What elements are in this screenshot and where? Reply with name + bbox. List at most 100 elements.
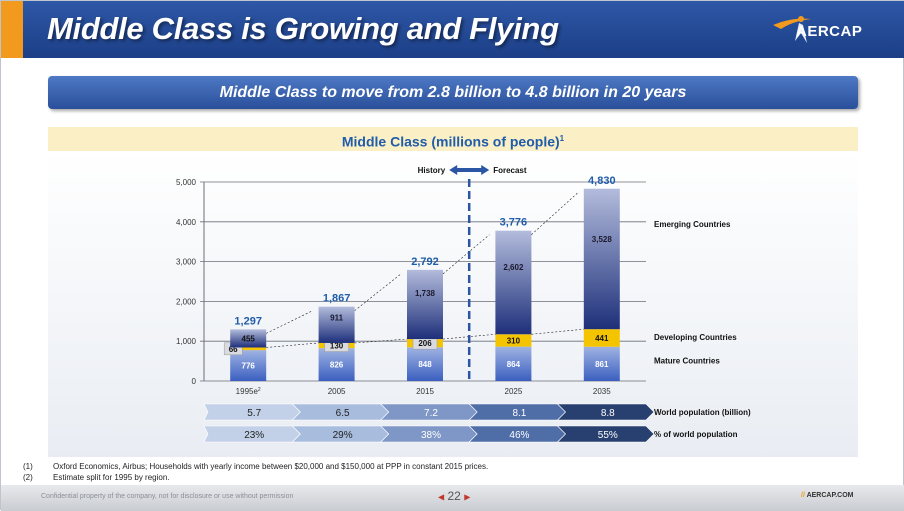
chart-header: Middle Class (millions of people)1: [48, 127, 858, 151]
bar-developing-countries-0: [230, 347, 267, 351]
row-value: 6.5: [336, 408, 350, 419]
x-tick-label: 2035: [593, 387, 611, 396]
data-label-mature: 776: [242, 362, 256, 371]
data-label-emerging: 455: [242, 334, 256, 343]
bar-mature-countries-1: [318, 348, 355, 381]
trend-line: [531, 192, 579, 235]
footnote-1-num: (1): [23, 462, 33, 471]
chart-title-footnote: 1: [559, 134, 565, 143]
row-value: 23%: [244, 430, 264, 441]
title-bar: [1, 1, 904, 58]
x-tick-label: 2015: [416, 387, 434, 396]
footnote-2: (2) Estimate split for 1995 by region.: [23, 473, 170, 482]
y-tick-label: 5,000: [176, 178, 197, 187]
bar-mature-countries-3: [495, 346, 532, 381]
chart-title: Middle Class (millions of people): [341, 133, 560, 150]
data-label-developing: 441: [595, 334, 609, 343]
row-value: 7.2: [424, 408, 438, 419]
bottom-bar: [1, 485, 904, 511]
bar-mature-countries-4: [583, 346, 620, 381]
y-tick-label: 3,000: [176, 258, 197, 267]
legend-label-emerging-countries: Emerging Countries: [654, 220, 731, 229]
data-label-developing: 310: [507, 336, 521, 345]
total-label: 4,830: [588, 175, 616, 187]
website: // AERCAP.COM: [801, 492, 854, 499]
logo-text: AERCAP: [796, 23, 863, 40]
total-label: 2,792: [411, 256, 439, 268]
subtitle-text: Middle Class to move from 2.8 billion to…: [219, 84, 687, 101]
developing-trend-line: [442, 333, 496, 340]
total-label: 1,297: [234, 315, 262, 327]
legend-label-developing-countries: Developing Countries: [654, 333, 737, 342]
developing-trend-line: [354, 338, 408, 344]
data-label-emerging: 911: [330, 313, 343, 322]
y-tick-label: 4,000: [176, 218, 197, 227]
confidential-notice: Confidential property of the company, no…: [41, 493, 294, 500]
total-label: 1,867: [323, 293, 351, 305]
developing-trend-line: [531, 328, 584, 335]
footnote-1: (1) Oxford Economics, Airbus; Households …: [23, 462, 488, 471]
data-label-mature: 861: [595, 360, 609, 369]
x-tick-label: 2025: [505, 387, 523, 396]
trend-line: [354, 273, 402, 311]
footnote-2-num: (2): [23, 473, 33, 482]
row-label: % of world population: [654, 430, 738, 439]
data-label-developing: 66: [229, 345, 238, 354]
trend-line: [442, 234, 490, 275]
row-value: 8.8: [601, 408, 615, 419]
y-tick-label: 2,000: [176, 297, 197, 306]
chart-title-wrap: Middle Class (millions of people)1: [48, 127, 858, 154]
total-label: 3,776: [500, 217, 528, 229]
history-label: History: [418, 166, 446, 175]
bar-emerging-countries-4: [583, 188, 620, 330]
bar-developing-countries-4: [583, 329, 620, 347]
bar-mature-countries-2: [407, 347, 443, 381]
x-tick-label: 2005: [328, 387, 346, 396]
data-label-developing: 206: [418, 339, 432, 348]
bar-emerging-countries-1: [318, 306, 355, 343]
bar-emerging-countries-0: [230, 329, 267, 348]
row-value: 8.1: [512, 408, 526, 419]
trend-line: [266, 310, 313, 334]
data-label-developing: 130: [330, 342, 344, 351]
data-label-emerging: 3,528: [592, 235, 613, 244]
aercap-logo-icon: [773, 16, 811, 43]
row-value: 5.7: [247, 408, 261, 419]
legend-label-mature-countries: Mature Countries: [654, 357, 720, 366]
website-text: AERCAP.COM: [806, 492, 854, 499]
data-label-emerging: 1,738: [415, 289, 436, 298]
prev-page-icon[interactable]: ◀: [438, 492, 445, 502]
y-tick-label: 0: [192, 377, 197, 386]
next-page-icon[interactable]: ▶: [464, 492, 471, 502]
row-value: 46%: [509, 430, 529, 441]
row-value: 38%: [421, 430, 441, 441]
slide-title: Middle Class is Growing and Flying: [47, 11, 559, 46]
data-label-mature: 826: [330, 361, 344, 370]
subtitle-banner: Middle Class to move from 2.8 billion to…: [48, 76, 858, 109]
row-value: 29%: [333, 430, 353, 441]
website-prefix: //: [801, 492, 805, 499]
data-label-mature: 864: [507, 360, 521, 369]
row-chevron: [556, 403, 655, 421]
row-label: World population (billion): [654, 408, 751, 417]
footnote-1-text: Oxford Economics, Airbus; Households wit…: [53, 462, 489, 471]
bar-emerging-countries-3: [495, 230, 532, 335]
row-chevron: [556, 425, 655, 443]
row-value: 55%: [598, 430, 618, 441]
forecast-label: Forecast: [493, 166, 527, 175]
developing-trend-line: [266, 342, 319, 348]
bar-emerging-countries-2: [407, 269, 443, 340]
y-tick-label: 1,000: [176, 337, 197, 346]
page-number-value: 22: [447, 489, 461, 503]
title-accent-strip: [1, 1, 23, 58]
page-number: ◀ 22 ▶: [438, 489, 470, 503]
footnote-2-text: Estimate split for 1995 by region.: [53, 473, 170, 482]
data-label-emerging: 2,602: [503, 263, 524, 272]
data-label-mature: 848: [418, 360, 432, 369]
bar-mature-countries-0: [230, 350, 267, 381]
x-tick-label: 1995e2: [236, 387, 261, 396]
double-arrow-icon: [449, 165, 490, 175]
bar-developing-countries-3: [495, 334, 532, 347]
